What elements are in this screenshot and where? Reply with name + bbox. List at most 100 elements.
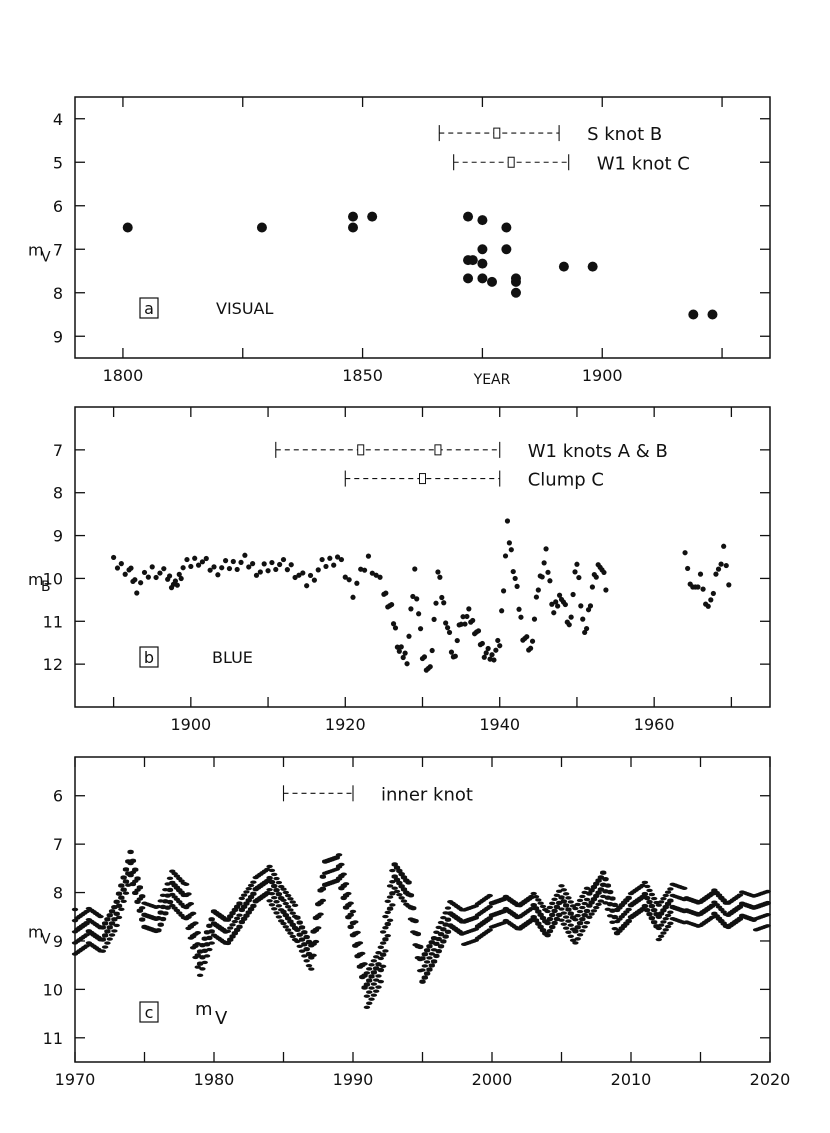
x-tick-label: 1920 xyxy=(325,715,366,734)
data-point xyxy=(111,906,118,910)
data-point xyxy=(149,564,155,570)
data-point xyxy=(273,911,280,915)
data-point xyxy=(118,561,124,567)
data-point xyxy=(576,922,584,926)
data-point xyxy=(660,909,667,913)
data-point xyxy=(386,907,394,911)
data-point xyxy=(342,882,350,886)
data-point xyxy=(122,880,130,884)
data-point xyxy=(250,892,257,897)
data-point xyxy=(368,986,375,990)
data-point xyxy=(266,887,273,892)
data-point xyxy=(382,949,389,953)
data-point xyxy=(477,215,488,226)
data-point xyxy=(708,904,716,908)
data-point xyxy=(375,963,382,967)
data-point xyxy=(580,616,586,622)
data-point xyxy=(764,912,771,917)
data-point xyxy=(625,896,632,901)
data-point xyxy=(648,916,656,921)
data-point xyxy=(581,913,588,918)
data-point xyxy=(240,893,248,897)
data-point xyxy=(227,926,234,930)
data-point xyxy=(657,912,665,916)
data-point xyxy=(111,929,118,933)
data-point xyxy=(115,892,123,896)
data-point xyxy=(532,895,540,899)
y-tick-label: 12 xyxy=(43,655,63,674)
data-point xyxy=(227,938,234,942)
data-point xyxy=(277,884,285,889)
panel-letter-box xyxy=(139,1001,159,1023)
interval-marker xyxy=(434,444,442,456)
data-point xyxy=(589,584,595,590)
data-point xyxy=(574,902,581,907)
data-point xyxy=(194,931,201,935)
data-point xyxy=(315,915,322,919)
data-point xyxy=(108,910,116,914)
data-point xyxy=(489,652,495,658)
data-point xyxy=(428,952,435,956)
data-point xyxy=(120,899,127,903)
data-point xyxy=(655,915,662,919)
data-point xyxy=(192,921,199,925)
data-point xyxy=(363,971,371,975)
data-point xyxy=(199,559,206,565)
y-tick-label: 6 xyxy=(53,197,63,216)
data-point xyxy=(560,888,568,892)
data-point xyxy=(164,894,171,898)
data-point xyxy=(366,1001,373,1005)
data-point xyxy=(443,620,449,626)
data-point xyxy=(410,906,417,911)
data-point xyxy=(383,590,389,596)
data-point xyxy=(294,928,301,933)
data-point xyxy=(590,909,598,913)
data-point xyxy=(379,930,387,934)
data-point xyxy=(106,926,113,930)
data-point xyxy=(454,637,460,644)
data-point xyxy=(242,552,248,558)
data-point xyxy=(662,928,669,932)
data-point xyxy=(412,919,419,924)
data-point xyxy=(421,953,429,957)
data-point xyxy=(565,896,572,900)
data-point xyxy=(601,569,607,576)
data-point xyxy=(301,954,308,958)
data-point xyxy=(333,856,340,860)
data-point xyxy=(641,880,649,885)
data-point xyxy=(555,901,563,906)
data-point xyxy=(419,957,426,961)
data-point xyxy=(421,964,429,968)
data-point xyxy=(120,876,127,880)
data-point xyxy=(301,931,308,935)
data-point xyxy=(421,976,429,980)
y-tick-label: 7 xyxy=(53,240,63,259)
data-point xyxy=(363,1005,371,1009)
interval-label: inner knot xyxy=(381,784,473,805)
data-point xyxy=(104,941,111,945)
data-point xyxy=(481,654,487,660)
x-tick-label: 1960 xyxy=(634,715,675,734)
data-point xyxy=(460,614,466,620)
data-point xyxy=(384,933,391,938)
data-point xyxy=(528,645,534,651)
data-point xyxy=(572,569,578,575)
data-point xyxy=(348,211,358,222)
data-point xyxy=(335,853,343,857)
x-tick-label: 1940 xyxy=(479,715,520,734)
y-tick-label: 11 xyxy=(43,1029,63,1048)
data-point xyxy=(312,939,320,944)
data-point xyxy=(118,884,125,888)
data-point xyxy=(518,614,524,620)
data-point xyxy=(250,561,256,567)
data-point xyxy=(574,561,580,567)
data-point xyxy=(231,908,239,913)
data-point xyxy=(356,941,364,945)
data-point xyxy=(227,915,234,919)
data-point xyxy=(132,868,139,872)
data-point xyxy=(104,918,111,922)
data-point xyxy=(370,959,378,963)
data-point xyxy=(625,907,632,912)
data-point xyxy=(246,564,252,570)
data-point xyxy=(266,864,273,869)
